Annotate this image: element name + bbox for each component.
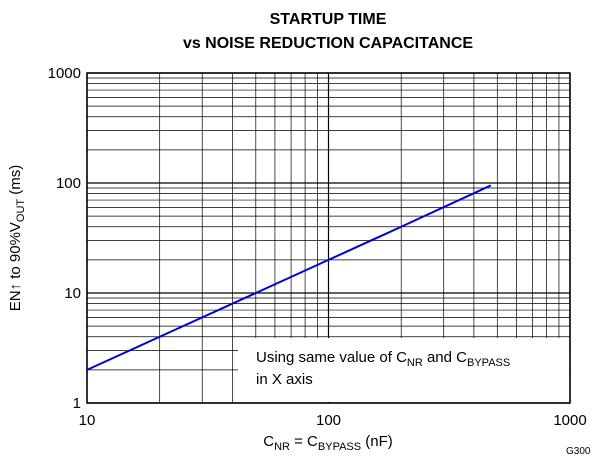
annotation-part: Using same value of C (256, 349, 407, 366)
y-axis-label-part: EN↑ to 90%V (7, 222, 24, 311)
annotation: Using same value of CNR and CBYPASS (256, 349, 510, 369)
y-tick-label: 1000 (48, 65, 81, 82)
x-axis-label-part: BYPASS (318, 441, 361, 453)
x-axis-label-part: (nF) (361, 433, 393, 450)
annotation: in X axis (256, 371, 313, 388)
annotation-box (238, 338, 569, 402)
annotation-part: and C (423, 349, 467, 366)
annotation-part: in X axis (256, 371, 313, 388)
x-axis-label: CNR = CBYPASS (nF) (263, 433, 393, 453)
x-tick-label: 10 (79, 412, 96, 429)
annotation-part: NR (407, 357, 423, 369)
x-axis-label-part: NR (274, 441, 290, 453)
data-line (86, 184, 492, 371)
x-axis-label-part: C (263, 433, 274, 450)
y-tick-label: 100 (56, 175, 81, 192)
y-axis-label-part: OUT (15, 199, 27, 223)
x-tick-label: 100 (316, 412, 341, 429)
y-tick-label: 1 (73, 395, 81, 412)
y-tick-label: 10 (64, 285, 81, 302)
chart-title: STARTUP TIME (270, 11, 387, 28)
x-tick-label: 1000 (553, 412, 586, 429)
y-axis-label: EN↑ to 90%VOUT (ms) (7, 165, 27, 312)
corner-label: G300 (566, 446, 591, 457)
annotation-part: BYPASS (467, 357, 510, 369)
y-axis-label-part: (ms) (7, 165, 24, 199)
x-axis-label-part: = C (290, 433, 318, 450)
plot-frame (86, 72, 571, 404)
chart-title: vs NOISE REDUCTION CAPACITANCE (183, 35, 473, 52)
